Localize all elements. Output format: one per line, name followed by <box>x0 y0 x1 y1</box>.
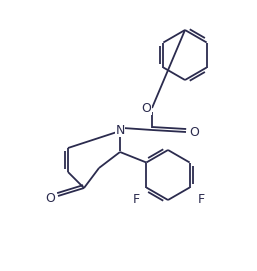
Text: F: F <box>198 193 205 206</box>
Text: F: F <box>133 193 140 206</box>
Text: O: O <box>189 125 199 138</box>
Text: N: N <box>115 124 125 137</box>
Text: O: O <box>141 102 151 115</box>
Text: O: O <box>45 192 55 205</box>
